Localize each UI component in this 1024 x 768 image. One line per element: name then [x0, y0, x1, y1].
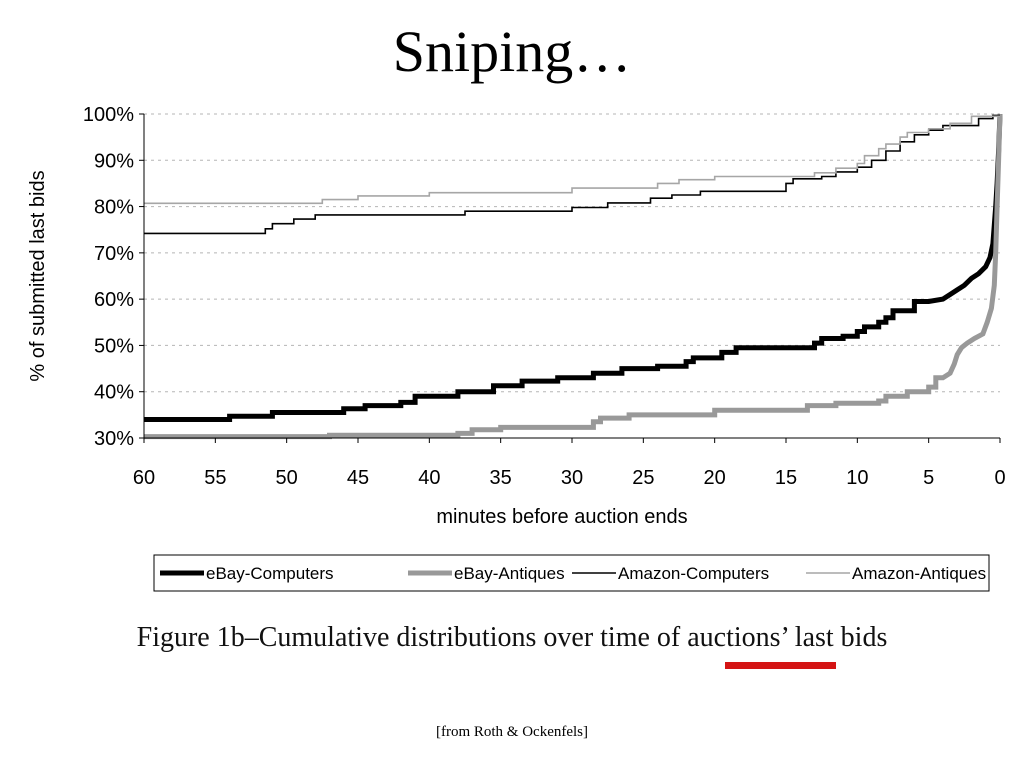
- x-tick-label: 0: [994, 467, 1005, 489]
- x-tick-label: 20: [704, 467, 726, 489]
- y-axis-label: % of submitted last bids: [27, 170, 49, 381]
- y-tick-label: 80%: [94, 197, 134, 219]
- x-tick-label: 50: [276, 467, 298, 489]
- x-tick-label: 30: [561, 467, 583, 489]
- y-tick-label: 70%: [94, 243, 134, 265]
- figure-caption: Figure 1b–Cumulative distributions over …: [136, 622, 888, 653]
- y-tick-label: 30%: [94, 428, 134, 450]
- y-tick-label: 90%: [94, 150, 134, 172]
- source-credit: [from Roth & Ockenfels]: [435, 724, 589, 740]
- y-tick-label: 60%: [94, 289, 134, 311]
- x-tick-label: 35: [490, 467, 512, 489]
- red-underline-mark: [725, 662, 836, 669]
- cumulative-bids-chart: 30%40%50%60%70%80%90%100%60 55 50 45 40 35 30 2…: [27, 104, 1006, 592]
- legend-label: eBay-Computers: [206, 564, 334, 583]
- x-tick-label: 10: [846, 467, 868, 489]
- x-tick-label: 15: [775, 467, 797, 489]
- x-tick-label: 40: [418, 467, 440, 489]
- slide-title: Sniping…: [392, 19, 632, 84]
- legend-label: eBay-Antiques: [454, 564, 565, 583]
- series-line-ebay-computers: [144, 113, 1003, 422]
- series-line-amazon-antiques: [144, 115, 1000, 205]
- series-line-amazon-computers: [144, 114, 1000, 235]
- x-tick-label: 25: [632, 467, 654, 489]
- y-tick-label: 100%: [83, 104, 134, 126]
- x-tick-label: 5: [923, 467, 934, 489]
- x-tick-label: 55: [204, 467, 226, 489]
- y-tick-label: 50%: [94, 335, 134, 357]
- legend-label: Amazon-Computers: [618, 564, 769, 583]
- x-tick-label: 60: [133, 467, 155, 489]
- series-line-ebay-antiques: [144, 113, 1003, 440]
- x-tick-label: 45: [347, 467, 369, 489]
- legend-label: Amazon-Antiques: [852, 564, 986, 583]
- x-axis-label: minutes before auction ends: [436, 506, 687, 528]
- y-tick-label: 40%: [94, 382, 134, 404]
